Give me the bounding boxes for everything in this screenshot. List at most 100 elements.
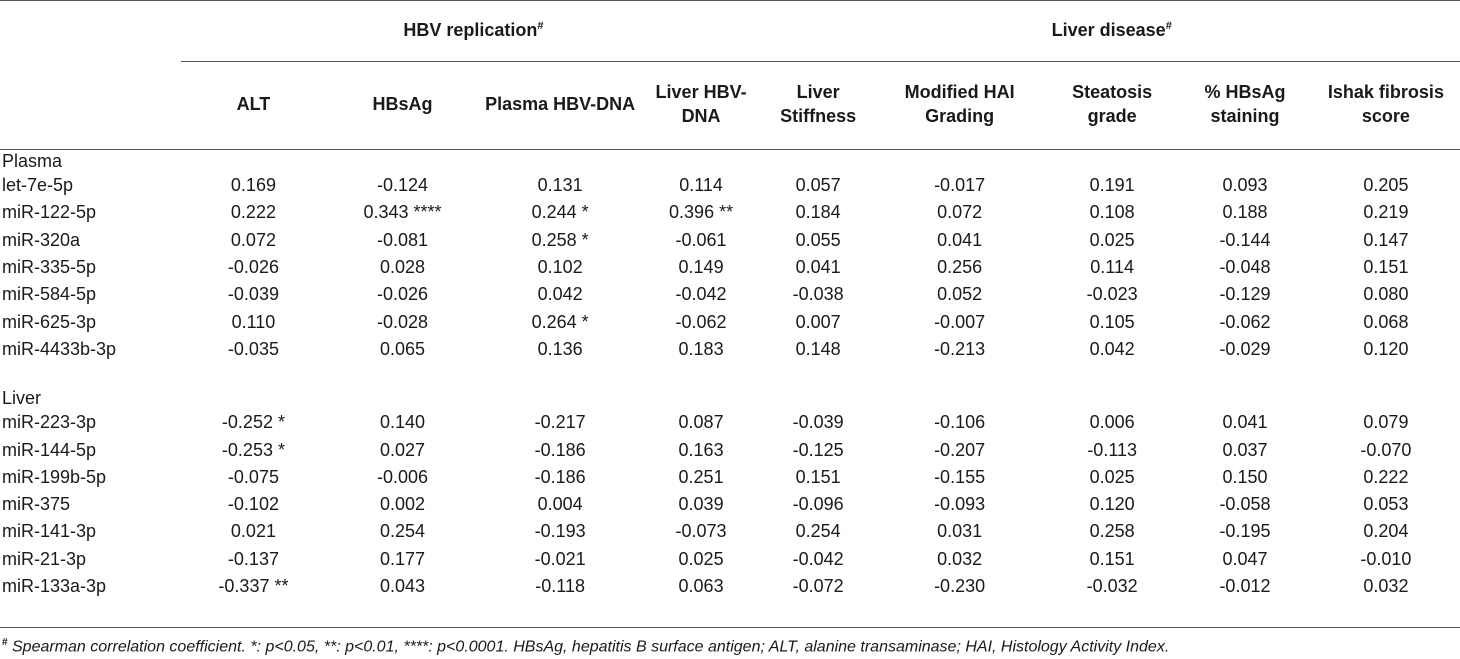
mirna-name: miR-625-3p [2, 311, 97, 332]
col-header-hai-grading: Modified HAI Grading [904, 82, 1015, 126]
table-row: miR-141-3p 0.021 0.254 -0.193 -0.073 0.254 0.0… [0, 518, 1460, 545]
table-cell: -0.042 [792, 548, 844, 569]
table-cell: -0.007 [934, 311, 986, 332]
section-title: Liver [2, 388, 42, 409]
mirna-name: miR-122-5p [2, 202, 97, 223]
table-cell: -0.113 [1087, 439, 1138, 460]
table-cell: 0.037 [1222, 439, 1268, 460]
table-cell: 0.254 [379, 521, 425, 542]
table-row: miR-199b-5p -0.075 -0.006 -0.186 0.251 0.151 -… [0, 464, 1460, 491]
table-cell: 0.136 [537, 338, 583, 359]
table-cell: 0.063 [678, 576, 724, 596]
table-row: miR-320a 0.072 -0.081 0.258 * -0.061 0.055 0.0… [0, 227, 1460, 254]
table-cell: 0.006 [1089, 412, 1135, 433]
col-header-ishak-score: Ishak fibrosis score [1327, 82, 1444, 126]
table-cell: 0.025 [1089, 466, 1135, 487]
table-cell: -0.096 [792, 494, 844, 515]
group-rule [181, 61, 1460, 62]
mirna-name: miR-223-3p [2, 412, 97, 433]
table-cell: 0.396 ** [669, 202, 734, 223]
table-cell: -0.042 [675, 284, 727, 305]
section-header-row: Plasma [0, 148, 1460, 172]
col-header-liver-stiffness: Liver Stiffness [780, 82, 857, 126]
table-cell: 0.072 [230, 229, 276, 250]
table-cell: 0.093 [1222, 175, 1268, 196]
table-cell: -0.217 [534, 412, 586, 433]
table-cell: -0.144 [1219, 229, 1271, 250]
table-cell: -0.061 [675, 229, 727, 250]
table-cell: 0.177 [379, 548, 425, 569]
table-cell: 0.021 [230, 521, 276, 542]
table-cell: -0.048 [1219, 257, 1271, 278]
table-cell: -0.032 [1086, 576, 1138, 596]
table-cell: -0.129 [1219, 284, 1271, 305]
table-cell: 0.120 [1363, 338, 1409, 359]
table-cell: -0.072 [792, 576, 844, 596]
table-cell: -0.023 [1086, 284, 1138, 305]
table-cell: 0.188 [1222, 202, 1268, 223]
table-cell: -0.058 [1219, 494, 1271, 515]
col-header-plasma-hbv-dna: Plasma HBV-DNA [485, 94, 636, 114]
mirna-name: miR-21-3p [2, 548, 87, 569]
table-cell: 0.025 [678, 548, 724, 569]
footnote: # Spearman correlation coefficient. *: p… [2, 637, 1170, 656]
mirna-name: miR-144-5p [2, 439, 97, 460]
table-cell: 0.258 * [531, 229, 589, 250]
table-cell: -0.118 [535, 576, 585, 596]
table-cell: 0.169 [230, 175, 276, 196]
table-cell: 0.191 [1089, 175, 1135, 196]
table-cell: 0.042 [537, 284, 583, 305]
table-cell: 0.057 [795, 175, 841, 196]
table-cell: 0.105 [1089, 311, 1135, 332]
table-cell: 0.068 [1363, 311, 1409, 332]
table-body: Plasma let-7e-5p 0.169 -0.124 0.131 0.114 0.05… [0, 148, 1460, 600]
table-cell: 0.055 [795, 229, 841, 250]
table-cell: -0.017 [934, 175, 986, 196]
table-cell: 0.163 [678, 439, 724, 460]
table-cell: 0.043 [379, 576, 425, 596]
table-cell: -0.155 [934, 466, 986, 487]
table-cell: 0.108 [1089, 202, 1135, 223]
table-cell: 0.102 [537, 257, 583, 278]
table-row: miR-4433b-3p -0.035 0.065 0.136 0.183 0.148 -0… [0, 336, 1460, 363]
table-cell: 0.264 * [531, 311, 589, 332]
table-cell: 0.072 [937, 202, 983, 223]
table-row: miR-584-5p -0.039 -0.026 0.042 -0.042 -0.038 0… [0, 281, 1460, 308]
table-cell: 0.151 [795, 466, 841, 487]
table-cell: -0.039 [227, 284, 279, 305]
col-header-steatosis-grade: Steatosis grade [1072, 82, 1153, 126]
table-cell: -0.006 [376, 466, 428, 487]
table-cell: 0.148 [795, 338, 841, 359]
table-cell: 0.087 [678, 412, 724, 433]
table-cell: -0.028 [376, 311, 428, 332]
table-cell: -0.195 [1219, 521, 1271, 542]
mirna-name: miR-335-5p [2, 257, 97, 278]
section-title: Plasma [2, 151, 63, 171]
mirna-name: miR-584-5p [2, 284, 97, 305]
table-cell: 0.120 [1089, 494, 1135, 515]
table-cell: 0.065 [379, 338, 425, 359]
table-cell: -0.038 [792, 284, 844, 305]
table-cell: -0.070 [1360, 439, 1412, 460]
table-row: miR-133a-3p -0.337 ** 0.043 -0.118 0.063 -0.0… [0, 573, 1460, 600]
table-cell: 0.032 [1363, 576, 1409, 596]
table-cell: -0.062 [675, 311, 727, 332]
table-cell: -0.337 ** [218, 576, 289, 596]
table-cell: -0.012 [1219, 576, 1271, 596]
table-cell: 0.004 [537, 494, 583, 515]
table-cell: 0.002 [379, 494, 425, 515]
table-cell: -0.073 [675, 521, 727, 542]
table-row: miR-122-5p 0.222 0.343 **** 0.244 * 0.396 **… [0, 199, 1460, 226]
table-cell: 0.053 [1363, 494, 1409, 515]
table-cell: -0.026 [227, 257, 279, 278]
table-cell: 0.184 [795, 202, 841, 223]
table-cell: 0.041 [1222, 412, 1268, 433]
table-cell: 0.205 [1363, 175, 1409, 196]
table-cell: 0.110 [231, 311, 276, 332]
table-cell: -0.106 [934, 412, 986, 433]
table-cell: 0.080 [1363, 284, 1409, 305]
mirna-name: miR-375 [2, 494, 71, 515]
table-cell: -0.081 [376, 229, 428, 250]
table-cell: 0.256 [937, 257, 983, 278]
table-cell: -0.102 [227, 494, 279, 515]
